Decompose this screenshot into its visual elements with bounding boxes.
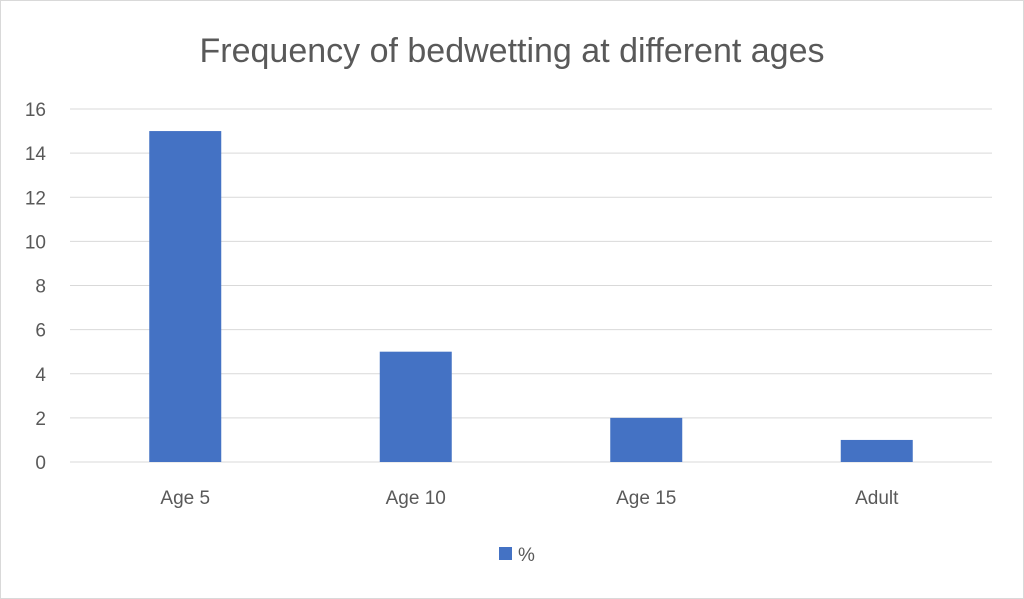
bar (840, 439, 913, 462)
y-tick-label: 10 (25, 232, 46, 253)
gridlines (70, 108, 992, 463)
y-tick-label: 8 (35, 277, 46, 298)
y-tick-label: 12 (25, 188, 46, 209)
legend: % (499, 545, 535, 566)
y-tick-label: 6 (35, 321, 46, 342)
legend-label: % (518, 545, 535, 566)
chart-title: Frequency of bedwetting at different age… (200, 32, 825, 70)
y-tick-label: 16 (25, 100, 46, 121)
x-tick-label: Adult (855, 488, 899, 509)
y-tick-label: 14 (25, 144, 47, 165)
x-tick-label: Age 15 (616, 488, 676, 509)
y-axis-ticks: 0 2 4 6 8 10 12 14 16 (25, 100, 47, 474)
bar (610, 417, 683, 462)
bars (149, 131, 913, 462)
y-tick-label: 4 (35, 365, 46, 386)
legend-swatch (499, 547, 512, 560)
bar (149, 131, 222, 462)
bar (379, 351, 452, 462)
x-tick-label: Age 5 (160, 488, 210, 509)
y-tick-label: 2 (35, 409, 46, 430)
y-tick-label: 0 (35, 453, 46, 474)
x-tick-label: Age 10 (386, 488, 446, 509)
x-axis-ticks: Age 5 Age 10 Age 15 Adult (160, 488, 899, 509)
